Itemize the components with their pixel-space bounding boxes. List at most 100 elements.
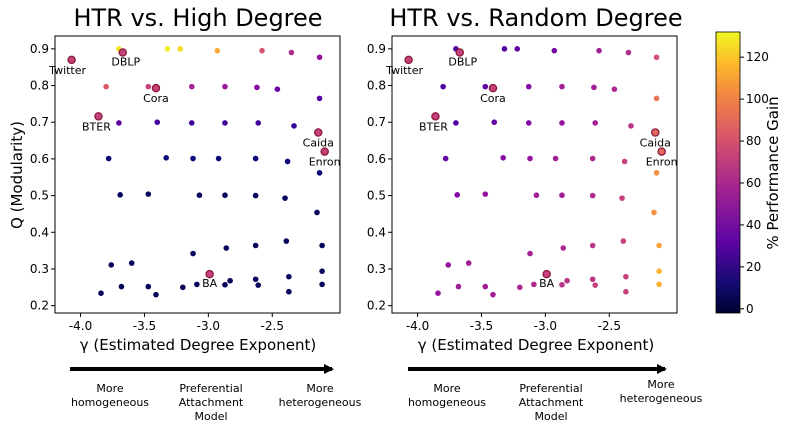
synthetic-point <box>619 195 625 201</box>
synthetic-point <box>591 84 597 91</box>
arrow-annotation-left: More homogeneous Preferential Attachment… <box>70 364 362 423</box>
y-tick-label: 0.4 <box>367 225 386 239</box>
y-tick-label: 0.7 <box>30 115 49 129</box>
x-axis-label: γ (Estimated Degree Exponent) <box>80 336 316 354</box>
real-network-point-dblp <box>455 48 464 57</box>
x-tick-label: -3.0 <box>534 319 557 333</box>
synthetic-point <box>514 46 521 52</box>
arrow-label-right-1: More <box>647 378 675 391</box>
synthetic-point <box>284 158 291 165</box>
synthetic-point <box>164 46 171 52</box>
synthetic-point <box>435 290 441 296</box>
synthetic-point <box>214 47 221 54</box>
network-label-enron: Enron <box>309 156 341 169</box>
colorbar-tick-label: 0 <box>746 302 754 316</box>
colorbar-tick-label: 100 <box>746 92 769 106</box>
synthetic-point <box>482 283 489 290</box>
synthetic-point <box>108 262 115 268</box>
colorbar-tick-label: 40 <box>746 218 761 232</box>
synthetic-point <box>153 291 159 298</box>
arrow-annotation-right: More homogeneous Preferential Attachment… <box>408 364 703 423</box>
x-tick-label: -2.5 <box>598 319 621 333</box>
colorbar-gradient <box>715 31 741 314</box>
synthetic-point <box>223 245 230 251</box>
synthetic-point <box>116 120 122 126</box>
synthetic-point <box>482 191 489 197</box>
network-label-dblp: DBLP <box>448 56 477 69</box>
network-labels: Twitter DBLP Cora BTER Caida Enron BA <box>48 56 340 291</box>
y-tick-label: 0.5 <box>30 189 49 203</box>
arrow-label-left-2: homogeneous <box>408 396 486 409</box>
synthetic-point <box>482 83 489 90</box>
synthetic-point <box>222 281 228 288</box>
synthetic-point <box>623 273 629 280</box>
synthetic-point <box>445 262 452 268</box>
chart-title: HTR vs. Random Degree <box>389 4 682 32</box>
synthetic-point <box>656 281 662 288</box>
real-network-point-twitter <box>67 55 76 65</box>
x-tick-label: -3.5 <box>133 319 156 333</box>
network-label-cora: Cora <box>480 92 506 105</box>
plot-area <box>391 35 678 314</box>
synthetic-point <box>154 119 161 126</box>
network-labels: Twitter DBLP Cora BTER Caida Enron BA <box>385 56 677 291</box>
synthetic-point <box>623 288 629 295</box>
panel-high-degree: HTR vs. High Degree -4.0 -3.5 -3.0 -2.5 0.2 0… <box>8 4 341 354</box>
synthetic-point <box>259 47 265 54</box>
synthetic-point <box>491 119 498 126</box>
synthetic-point <box>653 54 660 61</box>
synthetic-point <box>454 192 460 198</box>
synthetic-point <box>611 86 618 92</box>
colorbar-tick-label: 80 <box>746 134 761 148</box>
synthetic-point <box>288 49 295 56</box>
y-tick-label: 0.3 <box>30 262 49 276</box>
axis-ticks: -4.0 -3.5 -3.0 -2.5 0.2 0.3 0.4 0.5 0.6 0.7 0.8 0.9 <box>30 42 284 333</box>
synthetic-point <box>651 209 657 216</box>
y-tick-label: 0.9 <box>367 42 386 56</box>
synthetic-point <box>252 155 259 162</box>
synthetic-point <box>316 95 323 102</box>
arrow-label-mid-3: Model <box>534 410 567 423</box>
x-tick-label: -4.0 <box>406 319 429 333</box>
synthetic-point <box>314 209 320 216</box>
synthetic-point <box>316 54 323 61</box>
synthetic-point <box>215 155 222 162</box>
synthetic-point <box>319 242 325 249</box>
network-label-caida: Caida <box>303 136 334 149</box>
chart-title: HTR vs. High Degree <box>73 4 322 32</box>
arrow-label-left-1: More <box>96 382 124 395</box>
synthetic-point <box>255 120 262 126</box>
arrow-label-mid-2: Attachment <box>179 396 244 409</box>
colorbar-tick-label: 120 <box>746 50 769 64</box>
synthetic-point <box>163 155 169 161</box>
synthetic-point <box>589 242 596 249</box>
y-tick-label: 0.3 <box>367 262 386 276</box>
synthetic-point <box>286 273 292 280</box>
synthetic-point <box>625 49 632 56</box>
synthetic-point <box>177 46 184 52</box>
synthetic-point <box>222 120 228 126</box>
synthetic-point <box>620 238 627 244</box>
synthetic-point <box>589 192 596 199</box>
x-tick-label: -3.5 <box>470 319 493 333</box>
y-tick-label: 0.5 <box>367 189 386 203</box>
synthetic-point <box>592 120 599 126</box>
real-network-point-cora <box>488 83 498 93</box>
synthetic-point <box>453 120 459 126</box>
synthetic-point <box>254 84 260 91</box>
synthetic-point <box>559 192 565 199</box>
y-tick-label: 0.4 <box>30 225 49 239</box>
synthetic-point <box>319 268 325 274</box>
synthetic-point <box>222 83 228 90</box>
synthetic-point <box>227 277 233 284</box>
synthetic-point <box>196 192 203 199</box>
real-network-point-bter <box>431 112 440 121</box>
synthetic-point <box>552 155 559 162</box>
synthetic-point <box>194 281 200 288</box>
network-label-twitter: Twitter <box>385 64 423 77</box>
synthetic-point <box>559 120 565 126</box>
synthetic-point <box>180 284 186 291</box>
y-tick-label: 0.2 <box>367 299 386 313</box>
arrow-label-mid-2: Attachment <box>519 396 584 409</box>
